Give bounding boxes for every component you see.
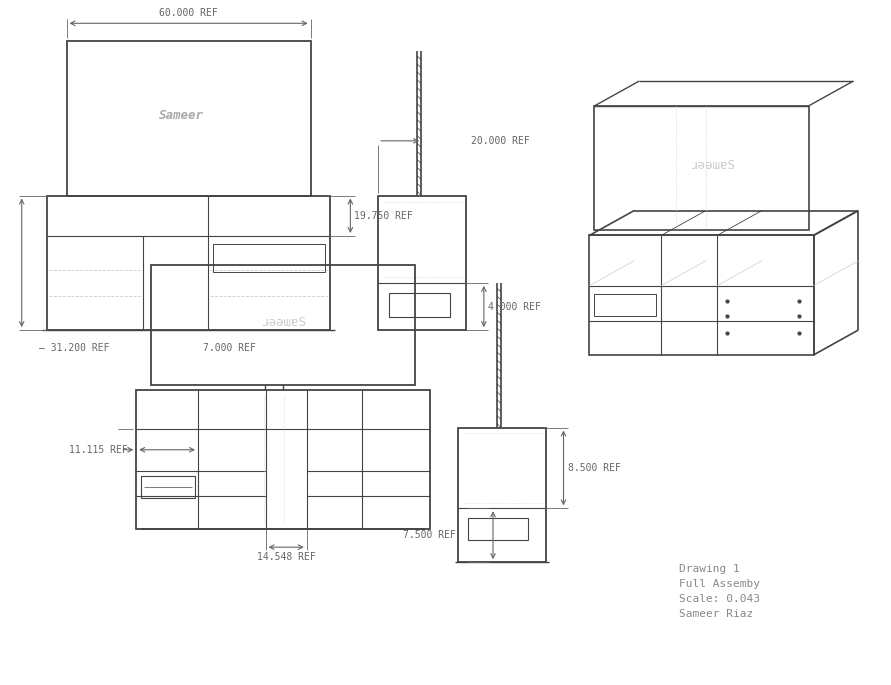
Text: Full Assemby: Full Assemby <box>679 579 760 589</box>
Text: ɹǝǝɯɐS: ɹǝǝɯɐS <box>690 159 735 172</box>
Text: ɹǝǝɯɐS: ɹǝǝɯɐS <box>261 316 306 329</box>
Text: — 31.200 REF: — 31.200 REF <box>38 343 110 353</box>
Text: Sameer Riaz: Sameer Riaz <box>679 609 753 619</box>
Text: 7.000 REF: 7.000 REF <box>203 343 257 353</box>
Bar <box>388 293 450 317</box>
Text: 60.000 REF: 60.000 REF <box>159 8 218 18</box>
Text: 20.000 REF: 20.000 REF <box>471 136 529 146</box>
Bar <box>67 41 311 196</box>
Bar <box>594 294 656 316</box>
Bar <box>469 519 528 540</box>
Bar <box>379 196 466 330</box>
Bar <box>46 196 331 330</box>
Bar <box>590 236 813 355</box>
Text: 14.548 REF: 14.548 REF <box>257 552 315 562</box>
Text: Sameer: Sameer <box>159 109 204 122</box>
Text: 8.500 REF: 8.500 REF <box>568 463 620 473</box>
Text: Scale: 0.043: Scale: 0.043 <box>679 594 760 604</box>
Bar <box>458 427 545 562</box>
Bar <box>151 265 415 385</box>
Text: 4.000 REF: 4.000 REF <box>488 301 541 312</box>
Text: 7.500 REF: 7.500 REF <box>403 530 456 540</box>
Bar <box>142 475 195 497</box>
Text: 11.115 REF: 11.115 REF <box>69 445 127 455</box>
Bar <box>136 390 430 530</box>
Text: 19.750 REF: 19.750 REF <box>355 211 413 221</box>
Bar <box>214 244 325 272</box>
Bar <box>594 106 808 230</box>
Text: Drawing 1: Drawing 1 <box>679 564 740 574</box>
